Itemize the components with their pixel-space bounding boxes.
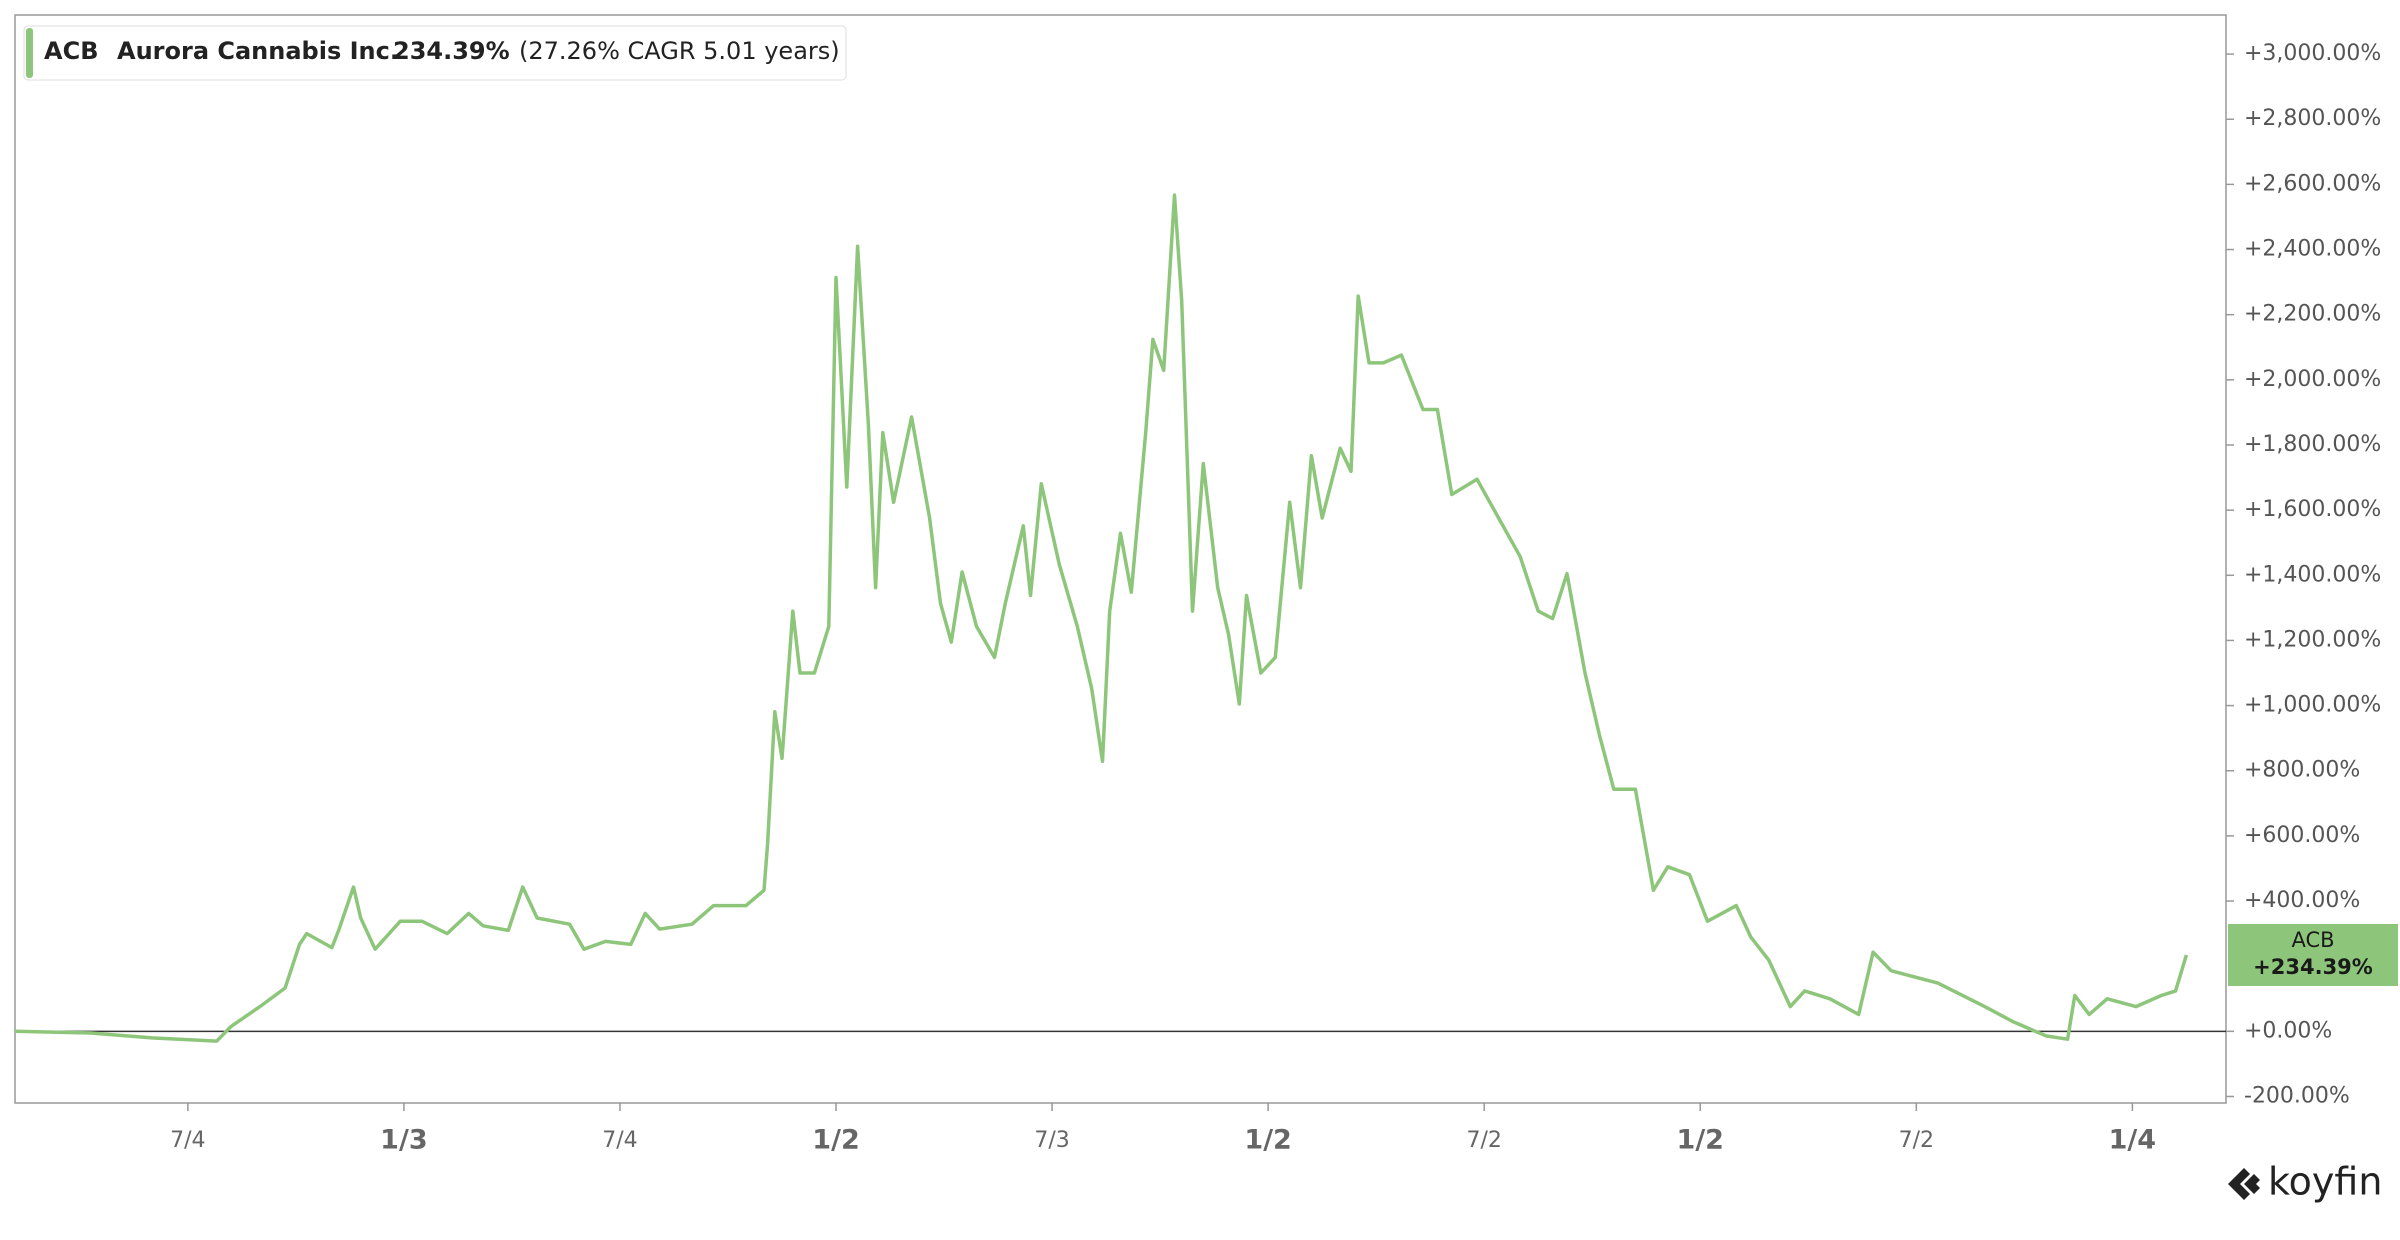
end-label-box [2228, 923, 2398, 986]
x-tick-label: 1/2 [1677, 1125, 1724, 1156]
y-tick-label: +400.00% [2244, 888, 2360, 913]
price-line [14, 193, 2189, 1043]
brand-icon [2228, 1168, 2260, 1200]
y-tick-label: +2,200.00% [2244, 302, 2381, 327]
x-tick-label: 7/4 [602, 1128, 637, 1153]
y-tick-label: +2,400.00% [2244, 237, 2381, 262]
y-tick-label: +3,000.00% [2244, 41, 2381, 66]
x-tick-label: 7/2 [1899, 1128, 1934, 1153]
legend-return: 234.39% [393, 37, 510, 65]
x-tick-label: 1/3 [380, 1125, 427, 1156]
x-tick-label: 1/2 [812, 1125, 859, 1156]
legend-name: Aurora Cannabis Inc. [117, 37, 399, 65]
x-tick-label: 7/2 [1466, 1128, 1501, 1153]
y-tick-label: +1,600.00% [2244, 497, 2381, 522]
x-tick-label: 1/2 [1244, 1125, 1291, 1156]
y-tick-label: +2,600.00% [2244, 171, 2381, 196]
legend: ACB Aurora Cannabis Inc. 234.39% (27.26%… [23, 25, 847, 81]
y-tick-label: +600.00% [2244, 823, 2360, 848]
y-tick-label: -200.00% [2244, 1083, 2350, 1108]
y-tick-label: +0.00% [2244, 1018, 2332, 1043]
x-tick-label: 7/4 [170, 1128, 205, 1153]
x-tick-label: 7/3 [1034, 1128, 1069, 1153]
plot-frame [14, 14, 2227, 1104]
brand-logo: koyfin [2228, 1160, 2382, 1204]
y-tick-label: +1,400.00% [2244, 562, 2381, 587]
legend-cagr: (27.26% CAGR 5.01 years) [519, 37, 840, 65]
brand-name: koyfin [2268, 1160, 2382, 1204]
legend-ticker: ACB [44, 37, 98, 65]
y-tick-label: +2,000.00% [2244, 367, 2381, 392]
x-tick-label: 1/4 [2109, 1125, 2156, 1156]
y-tick-label: +1,800.00% [2244, 432, 2381, 457]
y-tick-label: +2,800.00% [2244, 106, 2381, 131]
end-label-value: +234.39% [2253, 955, 2373, 979]
y-tick-label: +800.00% [2244, 758, 2360, 783]
end-label-ticker: ACB [2291, 928, 2334, 952]
legend-box [23, 25, 847, 81]
y-tick-label: +1,000.00% [2244, 693, 2381, 718]
y-tick-label: +1,200.00% [2244, 627, 2381, 652]
legend-swatch [26, 28, 33, 78]
